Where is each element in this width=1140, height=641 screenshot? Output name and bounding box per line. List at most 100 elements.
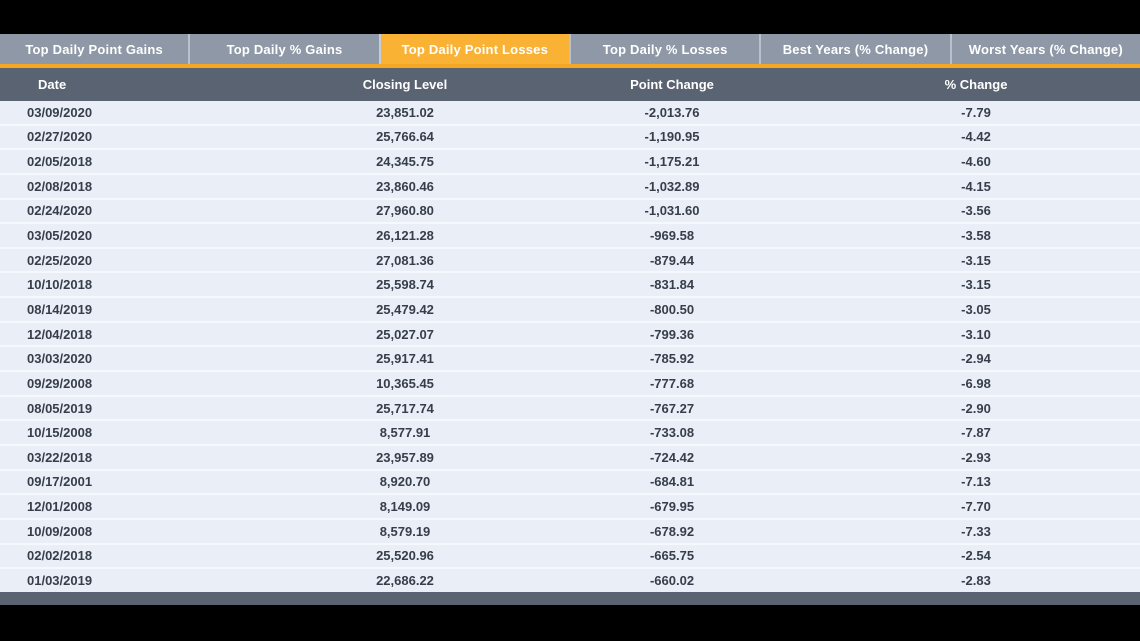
table-row: 10/15/2008 8,577.91 -733.08 -7.87 <box>0 420 1140 446</box>
cell-point-change: -1,032.89 <box>532 173 812 200</box>
column-header-change: % Change <box>812 68 1140 101</box>
table-row: 09/17/2001 8,920.70 -684.81 -7.13 <box>0 469 1140 496</box>
table-footer-bar <box>0 591 1140 605</box>
cell-date: 12/04/2018 <box>0 321 278 348</box>
cell-point-change: -785.92 <box>532 346 812 373</box>
cell-date: 03/22/2018 <box>0 444 278 471</box>
cell-date: 10/15/2008 <box>0 420 278 446</box>
tab-top-daily-gains[interactable]: Top Daily % Gains <box>188 34 379 64</box>
table-body: 03/09/2020 23,851.02 -2,013.76 -7.79 02/27/2… <box>0 101 1140 592</box>
cell-closing-level: 8,579.19 <box>278 518 532 545</box>
table-row: 03/03/2020 25,917.41 -785.92 -2.94 <box>0 346 1140 373</box>
tab-best-years-change[interactable]: Best Years (% Change) <box>759 34 950 64</box>
cell-point-change: -1,175.21 <box>532 149 812 175</box>
column-header-closing-level: Closing Level <box>278 68 532 101</box>
tab-top-daily-point-gains[interactable]: Top Daily Point Gains <box>0 34 189 64</box>
table-row: 12/01/2008 8,149.09 -679.95 -7.70 <box>0 494 1140 520</box>
cell-change: -7.70 <box>812 494 1140 520</box>
cell-closing-level: 25,598.74 <box>278 272 532 299</box>
cell-date: 02/27/2020 <box>0 124 278 151</box>
cell-change: -7.87 <box>812 420 1140 446</box>
cell-date: 03/03/2020 <box>0 346 278 373</box>
cell-point-change: -800.50 <box>532 297 812 323</box>
table-row: 03/22/2018 23,957.89 -724.42 -2.93 <box>0 444 1140 471</box>
cell-closing-level: 26,121.28 <box>278 223 532 249</box>
data-table: Date Closing Level Point Change% Change 03… <box>0 68 1140 592</box>
cell-change: -2.94 <box>812 346 1140 373</box>
column-header-point-change: Point Change <box>532 68 812 101</box>
cell-date: 02/24/2020 <box>0 198 278 225</box>
cell-closing-level: 10,365.45 <box>278 371 532 397</box>
cell-change: -3.15 <box>812 272 1140 299</box>
cell-change: -6.98 <box>812 371 1140 397</box>
cell-date: 03/09/2020 <box>0 101 278 126</box>
cell-change: -3.15 <box>812 247 1140 274</box>
cell-point-change: -684.81 <box>532 469 812 496</box>
cell-change: -2.54 <box>812 543 1140 570</box>
cell-closing-level: 27,960.80 <box>278 198 532 225</box>
cell-date: 10/09/2008 <box>0 518 278 545</box>
column-header-date: Date <box>0 68 278 101</box>
cell-point-change: -969.58 <box>532 223 812 249</box>
cell-point-change: -733.08 <box>532 420 812 446</box>
cell-closing-level: 25,479.42 <box>278 297 532 323</box>
cell-point-change: -879.44 <box>532 247 812 274</box>
cell-closing-level: 25,717.74 <box>278 395 532 422</box>
cell-change: -3.10 <box>812 321 1140 348</box>
cell-closing-level: 23,957.89 <box>278 444 532 471</box>
cell-point-change: -665.75 <box>532 543 812 570</box>
cell-date: 02/25/2020 <box>0 247 278 274</box>
cell-date: 12/01/2008 <box>0 494 278 520</box>
cell-point-change: -767.27 <box>532 395 812 422</box>
cell-closing-level: 8,149.09 <box>278 494 532 520</box>
cell-change: -3.58 <box>812 223 1140 249</box>
cell-point-change: -679.95 <box>532 494 812 520</box>
cell-date: 08/05/2019 <box>0 395 278 422</box>
table-row: 02/05/2018 24,345.75 -1,175.21 -4.60 <box>0 149 1140 175</box>
cell-date: 01/03/2019 <box>0 568 278 592</box>
cell-change: -3.56 <box>812 198 1140 225</box>
bottom-letterbox <box>0 604 1140 639</box>
cell-point-change: -678.92 <box>532 518 812 545</box>
cell-date: 09/17/2001 <box>0 469 278 496</box>
cell-point-change: -724.42 <box>532 444 812 471</box>
tab-underline <box>0 64 1140 68</box>
table-row: 03/05/2020 26,121.28 -969.58 -3.58 <box>0 223 1140 249</box>
cell-closing-level: 22,686.22 <box>278 568 532 592</box>
cell-change: -4.42 <box>812 124 1140 151</box>
cell-closing-level: 27,081.36 <box>278 247 532 274</box>
cell-closing-level: 24,345.75 <box>278 149 532 175</box>
tab-top-daily-point-losses[interactable]: Top Daily Point Losses <box>378 34 569 64</box>
cell-closing-level: 23,851.02 <box>278 101 532 126</box>
cell-date: 10/10/2018 <box>0 272 278 299</box>
tab-worst-years-change[interactable]: Worst Years (% Change) <box>949 34 1140 64</box>
cell-point-change: -831.84 <box>532 272 812 299</box>
cell-change: -2.93 <box>812 444 1140 471</box>
cell-point-change: -2,013.76 <box>532 101 812 126</box>
cell-closing-level: 25,766.64 <box>278 124 532 151</box>
cell-date: 02/05/2018 <box>0 149 278 175</box>
cell-change: -2.83 <box>812 568 1140 592</box>
table-row: 01/03/2019 22,686.22 -660.02 -2.83 <box>0 568 1140 592</box>
table-header-row: Date Closing Level Point Change% Change <box>0 68 1140 101</box>
tab-top-daily-losses[interactable]: Top Daily % Losses <box>568 34 760 64</box>
table-row: 02/25/2020 27,081.36 -879.44 -3.15 <box>0 247 1140 274</box>
cell-change: -3.05 <box>812 297 1140 323</box>
table-row: 08/05/2019 25,717.74 -767.27 -2.90 <box>0 395 1140 422</box>
cell-point-change: -1,190.95 <box>532 124 812 151</box>
cell-change: -4.15 <box>812 173 1140 200</box>
table-row: 12/04/2018 25,027.07 -799.36 -3.10 <box>0 321 1140 348</box>
cell-point-change: -777.68 <box>532 371 812 397</box>
table-row: 09/29/2008 10,365.45 -777.68 -6.98 <box>0 371 1140 397</box>
table-row: 10/09/2008 8,579.19 -678.92 -7.33 <box>0 518 1140 545</box>
cell-closing-level: 25,027.07 <box>278 321 532 348</box>
cell-change: -7.79 <box>812 101 1140 126</box>
cell-point-change: -660.02 <box>532 568 812 592</box>
cell-point-change: -1,031.60 <box>532 198 812 225</box>
cell-change: -7.33 <box>812 518 1140 545</box>
top-letterbox <box>0 0 1140 34</box>
cell-point-change: -799.36 <box>532 321 812 348</box>
cell-closing-level: 8,920.70 <box>278 469 532 496</box>
table-row: 10/10/2018 25,598.74 -831.84 -3.15 <box>0 272 1140 299</box>
